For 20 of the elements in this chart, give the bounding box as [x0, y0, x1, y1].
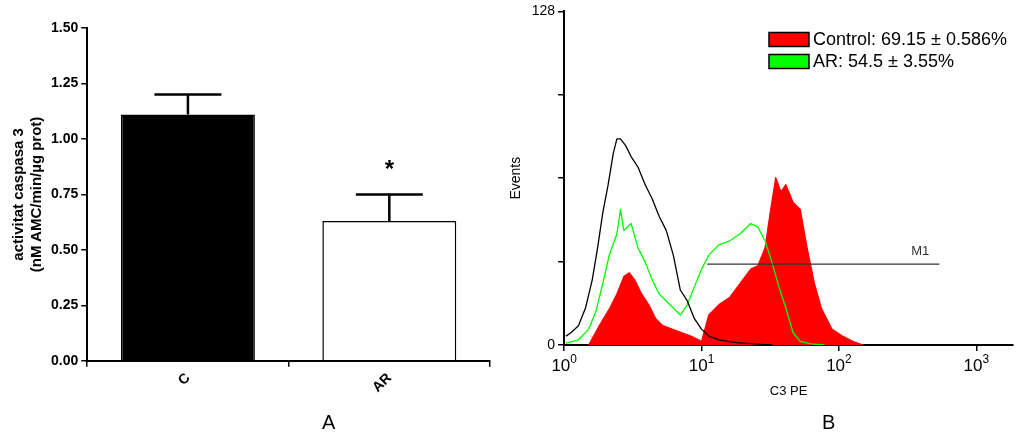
y-tick-label: 1.00: [51, 129, 79, 146]
y-tick-label: 0.75: [51, 185, 79, 202]
y-tick-label: 0.00: [51, 351, 79, 368]
x-tick-label: AR: [368, 369, 395, 395]
y-tick-label: 0.25: [51, 296, 79, 313]
y-tick-label: 0: [547, 335, 556, 352]
y-axis-title: Events: [507, 156, 524, 200]
text: A: [321, 410, 336, 433]
y-axis-title: activitat caspasa 3 (nM AMC/min/µg prot): [9, 116, 45, 273]
legend-label: AR: 54.5 ± 3.55%: [813, 51, 954, 72]
x-axis-title: C3 PE: [769, 382, 808, 398]
text: B: [821, 410, 836, 433]
y-tick-label: 128: [531, 2, 556, 19]
annotation: *: [384, 155, 395, 183]
y-tick-label: 1.25: [51, 74, 79, 91]
x-tick-label: C: [174, 369, 193, 388]
y-tick-label: 0.50: [51, 240, 79, 257]
y-tick-label: 1.50: [51, 18, 79, 35]
legend-label: Control: 69.15 ± 0.586%: [813, 29, 1008, 50]
annotation: M1: [911, 243, 930, 259]
